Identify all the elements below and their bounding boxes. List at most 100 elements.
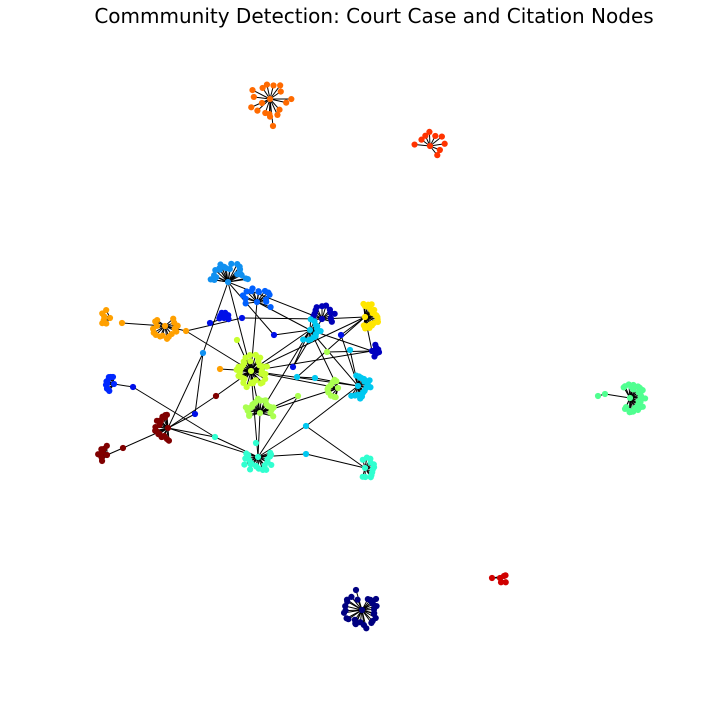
case-node-cyan <box>305 336 312 344</box>
hub-node-chartreuse <box>247 367 255 375</box>
citation-edge <box>185 317 243 332</box>
case-node-orange-top <box>277 88 284 95</box>
case-node-amber <box>163 335 171 342</box>
case-node-sea-green <box>641 395 649 402</box>
citation-edge <box>349 349 359 387</box>
case-node-sea-green <box>601 390 609 398</box>
case-node-orange-top <box>283 99 290 106</box>
case-node-navy <box>351 616 358 623</box>
hub-node-amber <box>161 322 169 330</box>
case-node-royal-blue <box>249 285 256 292</box>
citation-edge <box>305 385 359 427</box>
case-node-aquamarine <box>367 474 374 481</box>
case-node-amber <box>182 327 190 335</box>
case-node-orange-top <box>269 122 277 130</box>
case-node-mid-blue <box>270 331 278 339</box>
case-node-navy <box>354 596 361 603</box>
case-node-lime <box>323 348 331 356</box>
case-node-sky-blue <box>238 272 245 279</box>
citation-edge <box>167 413 196 429</box>
case-node-navy-blue <box>322 302 330 309</box>
citation-edge <box>250 370 261 414</box>
citation-edge <box>257 412 261 458</box>
hub-node-sky-blue <box>224 278 232 286</box>
case-node-red-orange <box>436 146 443 154</box>
case-node-orange-top <box>259 84 266 92</box>
citation-edge <box>167 427 216 438</box>
case-node-orange-top <box>270 82 277 89</box>
case-node-sea-green <box>626 409 633 416</box>
hub-node-yellow <box>361 313 369 321</box>
citation-edge <box>132 386 216 438</box>
citation-edge <box>250 370 359 387</box>
citation-edge <box>257 425 307 458</box>
citation-edge <box>273 329 311 336</box>
citation-edge <box>227 281 275 336</box>
case-node-sky-blue <box>244 276 251 283</box>
case-node-mid-blue <box>337 331 345 339</box>
case-node-lime <box>333 378 340 385</box>
citation-edge <box>252 89 271 100</box>
case-node-sky-blue <box>210 272 218 279</box>
case-node-orange-top <box>288 95 295 103</box>
case-node-royal-blue <box>239 292 247 299</box>
hub-node-maroon <box>164 424 172 432</box>
case-node-chartreuse <box>263 363 270 370</box>
hub-node-lime <box>256 409 264 417</box>
case-node-chartreuse <box>257 380 264 387</box>
case-node-yellow <box>360 322 367 329</box>
case-node-orange-top <box>249 86 256 94</box>
case-node-royal-blue <box>267 303 274 311</box>
case-node-cyan <box>293 373 301 381</box>
case-node-yellow <box>368 301 375 308</box>
citation-edge <box>604 393 631 399</box>
case-node-chartreuse <box>246 352 254 359</box>
case-node-maroon <box>119 444 127 452</box>
case-node-mid-blue <box>191 410 199 418</box>
node-layer <box>95 81 649 632</box>
case-node-aquamarine <box>268 461 275 469</box>
citation-edge <box>227 281 323 320</box>
citation-edge <box>364 316 373 352</box>
hub-node-royal-blue <box>253 298 261 306</box>
case-node-mid-blue <box>129 383 137 391</box>
citation-edge <box>194 352 204 415</box>
case-node-aquamarine <box>246 466 254 473</box>
citation-edge <box>214 436 259 458</box>
hub-node-red-orange <box>426 142 434 150</box>
case-node-cyan <box>300 336 307 343</box>
chart-title: Commmunity Detection: Court Case and Cit… <box>94 4 654 28</box>
case-node-sea-green <box>621 405 629 412</box>
hub-node-cyan <box>354 382 362 390</box>
case-node-red-orange <box>438 133 445 140</box>
hub-node-cyan <box>306 326 314 334</box>
case-node-chartreuse <box>247 380 255 387</box>
case-node-crimson <box>488 574 496 582</box>
case-node-orange-top <box>248 104 255 111</box>
case-node-red-orange <box>432 132 439 140</box>
case-node-orange-top <box>254 107 261 114</box>
case-node-navy <box>372 595 380 603</box>
hub-node-navy <box>358 606 366 614</box>
case-node-cyan <box>348 392 355 399</box>
hub-node-sea-green <box>626 394 634 402</box>
case-node-deep-blue <box>371 353 378 360</box>
citation-edge <box>309 329 359 387</box>
case-node-red-orange <box>426 128 433 135</box>
case-node-orange-top <box>277 82 284 89</box>
case-node-sea-green <box>594 392 602 400</box>
case-node-crimson <box>500 572 508 580</box>
hub-node-amber <box>106 314 114 322</box>
case-node-red-orange <box>418 136 425 143</box>
case-node-cyan <box>302 450 310 458</box>
case-node-amber <box>216 365 224 373</box>
citation-edge <box>296 316 366 378</box>
case-node-orange-top <box>266 111 273 118</box>
case-node-orange-top <box>258 99 266 107</box>
citation-edge <box>250 316 366 372</box>
case-node-lime <box>270 413 277 420</box>
case-node-amber <box>173 328 180 335</box>
case-node-mid-blue <box>238 314 246 322</box>
hub-node-orange-top <box>266 95 274 103</box>
case-node-sky-blue <box>228 260 235 267</box>
